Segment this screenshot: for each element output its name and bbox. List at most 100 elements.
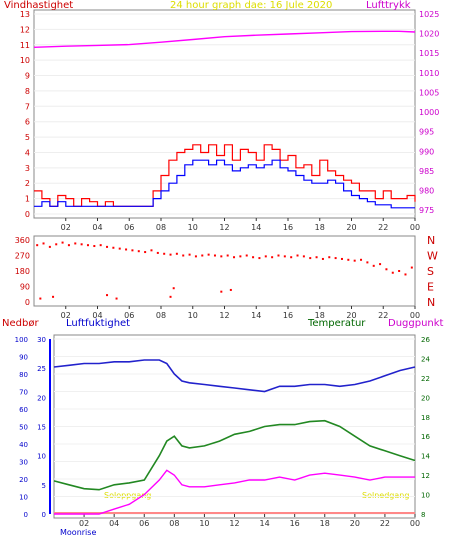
direction-x-tick-label: 16	[283, 311, 293, 320]
direction-point	[347, 258, 350, 261]
direction-x-tick-label: 04	[92, 311, 102, 320]
humidity-x-tick-label: 02	[79, 519, 89, 528]
moonrise-label: Moonrise	[60, 528, 96, 537]
humidity-tick-label: 0	[24, 511, 28, 519]
temperature-tick-label: 8	[421, 511, 425, 519]
direction-point	[404, 273, 407, 276]
humidity-tick-label: 40	[19, 441, 28, 449]
wind-x-tick-label: 00	[410, 223, 420, 232]
wind-x-tick-label: 18	[315, 223, 325, 232]
direction-degree-label: 360	[15, 236, 30, 245]
humidity-x-tick-label: 22	[380, 519, 390, 528]
direction-point	[229, 288, 232, 291]
direction-point	[264, 255, 267, 258]
direction-point	[80, 243, 83, 246]
direction-point	[93, 245, 96, 248]
direction-x-tick-label: 22	[378, 311, 388, 320]
rain-axis-title: Nedbør	[2, 318, 39, 329]
temperature-tick-label: 10	[421, 492, 430, 500]
direction-point	[188, 253, 191, 256]
direction-point	[55, 243, 58, 246]
direction-point	[353, 259, 356, 262]
direction-point	[201, 254, 204, 257]
pressure-tick-label: 980	[419, 186, 434, 195]
wind-gust-line	[34, 144, 416, 207]
direction-point	[169, 295, 172, 298]
humidity-x-tick-label: 18	[320, 519, 330, 528]
direction-point	[271, 256, 274, 259]
chart-marks: 0123456789101112139759809859909951000100…	[15, 10, 440, 528]
wind-x-tick-label: 14	[251, 223, 261, 232]
direction-point	[36, 244, 39, 247]
wind-speed-tick-label: 13	[20, 10, 30, 19]
direction-point	[74, 242, 77, 245]
temperature-tick-label: 24	[421, 355, 430, 363]
direction-point	[239, 255, 242, 258]
direction-point	[118, 247, 121, 250]
rain-tick-label: 10	[37, 453, 46, 461]
pressure-tick-label: 995	[419, 128, 434, 137]
direction-x-tick-label: 12	[219, 311, 229, 320]
compass-label: S	[427, 265, 434, 278]
direction-x-tick-label: 10	[188, 311, 198, 320]
wind-speed-tick-label: 9	[25, 72, 30, 81]
direction-point	[112, 246, 115, 249]
humidity-tick-label: 20	[19, 476, 28, 484]
compass-label: N	[427, 296, 435, 309]
direction-x-tick-label: 02	[61, 311, 71, 320]
pressure-tick-label: 975	[419, 206, 434, 215]
temperature-tick-label: 16	[421, 433, 430, 441]
humidity-x-tick-label: 08	[169, 519, 179, 528]
temperature-tick-label: 14	[421, 453, 430, 461]
humidity-tick-label: 100	[15, 336, 28, 344]
temperature-tick-label: 12	[421, 472, 430, 480]
direction-point	[220, 290, 223, 293]
wind-pressure-plot-area	[33, 9, 416, 219]
direction-point	[277, 254, 280, 257]
direction-point	[366, 261, 369, 264]
rain-tick-label: 30	[37, 336, 46, 344]
direction-x-tick-label: 06	[124, 311, 134, 320]
humidity-tick-label: 70	[19, 389, 28, 397]
rain-baseline-bar	[54, 512, 415, 514]
pressure-tick-label: 985	[419, 167, 434, 176]
direction-point	[290, 256, 293, 259]
wind-speed-tick-label: 4	[25, 148, 30, 157]
humidity-x-tick-label: 14	[259, 519, 269, 528]
direction-point	[131, 249, 134, 252]
wind-x-tick-label: 22	[378, 223, 388, 232]
direction-point	[207, 253, 210, 256]
humidity-x-tick-label: 00	[410, 519, 420, 528]
wind-speed-tick-label: 1	[25, 195, 30, 204]
direction-x-tick-label: 20	[346, 311, 356, 320]
direction-point	[172, 287, 175, 290]
wind-speed-tick-label: 8	[25, 87, 30, 96]
direction-point	[245, 254, 248, 257]
wind-speed-tick-label: 2	[25, 179, 30, 188]
direction-point	[321, 257, 324, 260]
pressure-tick-label: 1015	[419, 49, 439, 58]
direction-point	[125, 248, 128, 251]
rain-tick-label: 15	[37, 424, 46, 432]
direction-point	[48, 245, 51, 248]
direction-point	[372, 264, 375, 267]
direction-point	[328, 256, 331, 259]
humidity-axis-title: Luftfuktighet	[66, 318, 130, 329]
direction-point	[309, 257, 312, 260]
temperature-tick-label: 20	[421, 394, 430, 402]
wind-speed-tick-label: 5	[25, 133, 30, 142]
rain-tick-label: 0	[42, 511, 46, 519]
wind-speed-tick-label: 10	[20, 56, 30, 65]
pressure-tick-label: 990	[419, 147, 434, 156]
compass-label: N	[427, 234, 435, 247]
rain-tick-label: 5	[42, 482, 46, 490]
dewpoint-line	[54, 469, 415, 515]
direction-point	[213, 254, 216, 257]
compass-label: E	[427, 281, 434, 294]
temperature-tick-label: 18	[421, 414, 430, 422]
wind-speed-tick-label: 3	[25, 164, 30, 173]
direction-point	[385, 268, 388, 271]
wind-speed-tick-label: 0	[25, 210, 30, 219]
